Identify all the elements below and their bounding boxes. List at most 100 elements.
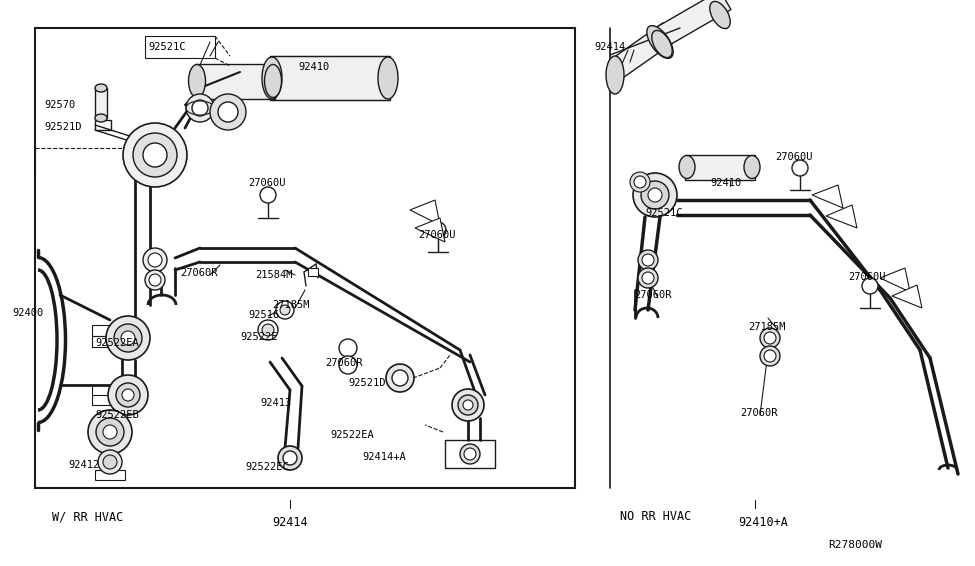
Ellipse shape	[95, 114, 107, 122]
Text: 92410+A: 92410+A	[738, 516, 788, 529]
Text: 27060R: 27060R	[180, 268, 217, 278]
Text: 92522EB: 92522EB	[95, 410, 138, 420]
Text: R278000W: R278000W	[828, 540, 882, 550]
Text: NO RR HVAC: NO RR HVAC	[620, 510, 691, 523]
Bar	[195, 64, 275, 99]
Circle shape	[149, 274, 161, 286]
Circle shape	[122, 389, 134, 401]
Bar	[270, 56, 390, 100]
Ellipse shape	[710, 1, 730, 29]
Text: 92522EA: 92522EA	[95, 338, 138, 348]
Circle shape	[460, 444, 480, 464]
Circle shape	[103, 425, 117, 439]
Text: 92522EC: 92522EC	[245, 462, 289, 472]
Text: 92414: 92414	[594, 42, 625, 52]
Text: 92521C: 92521C	[645, 208, 682, 218]
Text: 92400: 92400	[12, 308, 43, 318]
Ellipse shape	[378, 57, 398, 99]
Circle shape	[114, 324, 142, 352]
Circle shape	[133, 133, 177, 177]
Circle shape	[634, 176, 646, 188]
Text: 27060U: 27060U	[775, 152, 812, 162]
Ellipse shape	[744, 156, 760, 178]
Circle shape	[278, 446, 302, 470]
Text: 92414: 92414	[272, 516, 308, 529]
Bar	[445, 440, 495, 468]
Text: 21584M: 21584M	[255, 270, 292, 280]
Circle shape	[283, 451, 297, 465]
Circle shape	[148, 253, 162, 267]
Circle shape	[96, 418, 124, 446]
Text: 92522EA: 92522EA	[330, 430, 373, 440]
Text: 27185M: 27185M	[748, 322, 786, 332]
Text: 92570: 92570	[44, 100, 75, 110]
Circle shape	[88, 410, 132, 454]
Circle shape	[262, 324, 274, 336]
Circle shape	[458, 395, 478, 415]
Bar	[610, 23, 676, 78]
Circle shape	[123, 123, 187, 187]
Text: 92414+A: 92414+A	[362, 452, 406, 462]
Circle shape	[862, 278, 878, 294]
Circle shape	[638, 268, 658, 288]
Circle shape	[638, 250, 658, 270]
Circle shape	[463, 400, 473, 410]
Ellipse shape	[679, 156, 695, 178]
Bar	[308, 268, 318, 276]
Circle shape	[186, 94, 214, 122]
Circle shape	[103, 455, 117, 469]
Circle shape	[764, 332, 776, 344]
Bar	[95, 120, 111, 130]
Bar	[145, 36, 215, 58]
Circle shape	[630, 172, 650, 192]
Circle shape	[108, 375, 148, 415]
Bar	[95, 470, 125, 480]
Text: 92516: 92516	[248, 310, 279, 320]
Circle shape	[642, 272, 654, 284]
Circle shape	[192, 100, 208, 116]
Circle shape	[106, 316, 150, 360]
Bar	[35, 28, 575, 488]
Circle shape	[430, 222, 446, 238]
Ellipse shape	[264, 65, 282, 97]
Ellipse shape	[188, 65, 206, 97]
Circle shape	[280, 305, 290, 315]
Circle shape	[760, 328, 780, 348]
Ellipse shape	[646, 25, 673, 58]
Circle shape	[98, 450, 122, 474]
Circle shape	[648, 188, 662, 202]
Polygon shape	[892, 285, 922, 308]
Bar	[685, 155, 755, 180]
Circle shape	[258, 320, 278, 340]
Circle shape	[143, 248, 167, 272]
Ellipse shape	[262, 57, 282, 99]
Polygon shape	[415, 218, 445, 242]
Bar	[655, 0, 731, 47]
Text: W/ RR HVAC: W/ RR HVAC	[52, 510, 123, 523]
Text: 27060U: 27060U	[248, 178, 286, 188]
Circle shape	[218, 102, 238, 122]
Text: 92412: 92412	[68, 460, 99, 470]
Polygon shape	[410, 200, 440, 225]
Circle shape	[121, 331, 135, 345]
Circle shape	[633, 173, 677, 217]
Ellipse shape	[652, 31, 672, 58]
Text: 92521D: 92521D	[44, 122, 82, 132]
Circle shape	[143, 143, 167, 167]
Text: 27060U: 27060U	[848, 272, 885, 282]
Circle shape	[641, 181, 669, 209]
Polygon shape	[812, 185, 843, 208]
Ellipse shape	[95, 84, 107, 92]
Circle shape	[276, 301, 294, 319]
Text: 27185M: 27185M	[272, 300, 309, 310]
Bar	[92, 385, 114, 405]
Circle shape	[464, 448, 476, 460]
Text: 92410: 92410	[298, 62, 330, 72]
Text: 27060U: 27060U	[418, 230, 455, 240]
Circle shape	[260, 187, 276, 203]
Circle shape	[764, 350, 776, 362]
Polygon shape	[880, 268, 910, 292]
Circle shape	[145, 270, 165, 290]
Text: 27060R: 27060R	[634, 290, 672, 300]
Circle shape	[210, 94, 246, 130]
